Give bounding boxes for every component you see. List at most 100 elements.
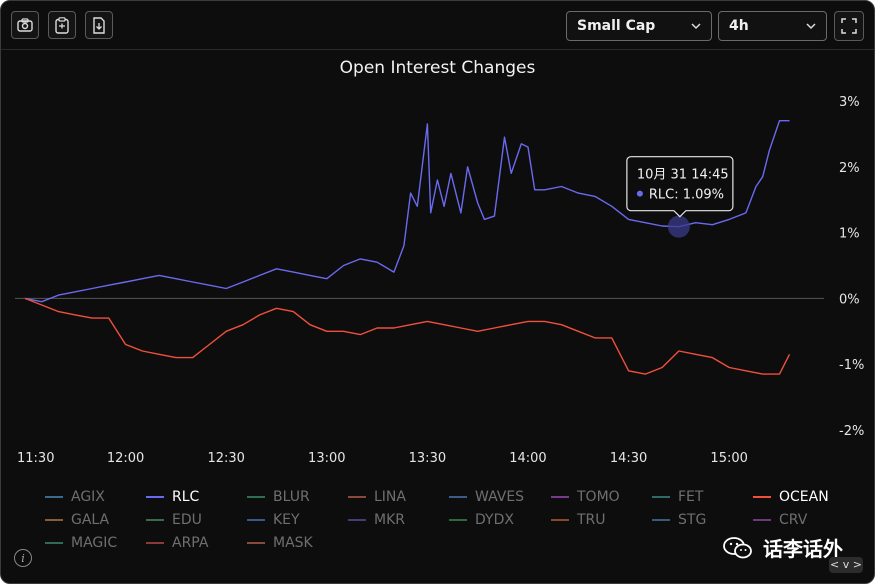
legend-label: TRU [577,512,606,528]
download-file-icon [93,16,105,34]
legend-label: TOMO [577,489,620,505]
legend-swatch [348,496,366,498]
chart-area: 3% 2% 1% 0% -1% -2% 11:30 12:00 12:30 13:00 13:30… [15,95,864,466]
legend-item-lina[interactable]: LINA [348,489,406,505]
legend-swatch [45,496,63,498]
legend-item-waves[interactable]: WAVES [449,489,524,505]
legend-item-arpa[interactable]: ARPA [146,535,208,551]
legend-label: MKR [374,512,405,528]
fullscreen-icon [841,18,857,34]
clipboard-icon [55,16,69,34]
tooltip-time: 10月 31 14:45 [637,168,729,183]
watermark: 话李话外 [723,533,843,562]
x-tick-label: 13:30 [409,451,446,466]
legend-swatch [45,519,63,521]
x-tick-label: 15:00 [710,451,747,466]
camera-icon [17,18,33,32]
legend-swatch [551,519,569,521]
legend-label: STG [678,512,707,528]
y-tick-label: 3% [839,95,860,110]
legend-item-rlc[interactable]: RLC [146,489,199,505]
legend-item-tomo[interactable]: TOMO [551,489,620,505]
legend-swatch [753,496,771,498]
legend-swatch [247,542,265,544]
legend-swatch [652,519,670,521]
copy-button[interactable] [48,11,76,39]
legend-label: GALA [71,512,110,528]
legend-label: ARPA [172,535,209,551]
x-tick-label: 11:30 [17,451,54,466]
legend-swatch [146,542,164,544]
y-tick-label: 2% [839,161,860,176]
x-tick-label: 13:00 [308,451,345,466]
legend-swatch [652,496,670,498]
tooltip-series-dot [636,190,643,197]
series-line-rlc[interactable] [24,119,790,303]
legend-label: BLUR [273,489,310,505]
legend-item-mask[interactable]: MASK [247,535,313,551]
y-tick-label: 1% [839,227,860,242]
legend-swatch [146,519,164,521]
tooltip-value: RLC: 1.09% [649,188,724,203]
series-line-ocean[interactable] [24,297,791,375]
legend-item-gala[interactable]: GALA [45,512,109,528]
legend-label: AGIX [71,489,105,505]
download-button[interactable] [85,11,113,39]
category-select-value: Small Cap [577,18,656,34]
legend-swatch [247,496,265,498]
legend-label: LINA [374,489,406,505]
legend-label: OCEAN [779,489,829,505]
info-icon[interactable]: i [14,549,32,567]
wechat-icon [723,536,752,558]
legend-item-agix[interactable]: AGIX [45,489,105,505]
tooltip-box [626,156,734,218]
hover-marker [667,215,690,238]
x-tick-label: 12:00 [107,451,144,466]
legend-swatch [146,496,164,498]
y-tick-label: -2% [839,424,864,439]
legend-item-blur[interactable]: BLUR [247,489,310,505]
legend-swatch [45,542,63,544]
legend-item-fet[interactable]: FET [652,489,703,505]
legend-item-dydx[interactable]: DYDX [449,512,514,528]
legend-label: MAGIC [71,535,118,551]
chart-title: Open Interest Changes [339,58,536,78]
legend-label: CRV [779,512,808,528]
legend-item-stg[interactable]: STG [652,512,706,528]
legend-label: WAVES [475,489,525,505]
x-tick-label: 14:30 [610,451,647,466]
x-tick-label: 12:30 [207,451,244,466]
chevron-down-icon [806,23,816,30]
interval-select-value: 4h [729,18,749,34]
legend-item-edu[interactable]: EDU [146,512,202,528]
legend-label: RLC [172,489,200,505]
legend-label: DYDX [475,512,514,528]
legend-swatch [551,496,569,498]
version-toggle[interactable]: < v > [829,557,863,573]
fullscreen-button[interactable] [834,11,864,41]
legend-item-magic[interactable]: MAGIC [45,535,117,551]
toolbar-divider [1,49,874,50]
legend-label: FET [678,489,704,505]
legend-item-crv[interactable]: CRV [753,512,807,528]
screenshot-button[interactable] [11,11,39,39]
x-tick-label: 14:00 [509,451,546,466]
legend-swatch [247,519,265,521]
legend-label: MASK [273,535,313,551]
interval-select[interactable]: 4h [718,11,827,41]
legend-label: KEY [273,512,300,528]
legend-swatch [449,519,467,521]
legend-item-mkr[interactable]: MKR [348,512,405,528]
category-select[interactable]: Small Cap [566,11,712,41]
legend-label: EDU [172,512,202,528]
chevron-down-icon [691,23,701,30]
legend-swatch [449,496,467,498]
y-tick-label: 0% [839,292,860,307]
legend-item-tru[interactable]: TRU [551,512,606,528]
legend-swatch [348,519,366,521]
legend-item-key[interactable]: KEY [247,512,300,528]
legend-item-ocean[interactable]: OCEAN [753,489,829,505]
y-tick-label: -1% [839,358,864,373]
legend-swatch [753,519,771,521]
